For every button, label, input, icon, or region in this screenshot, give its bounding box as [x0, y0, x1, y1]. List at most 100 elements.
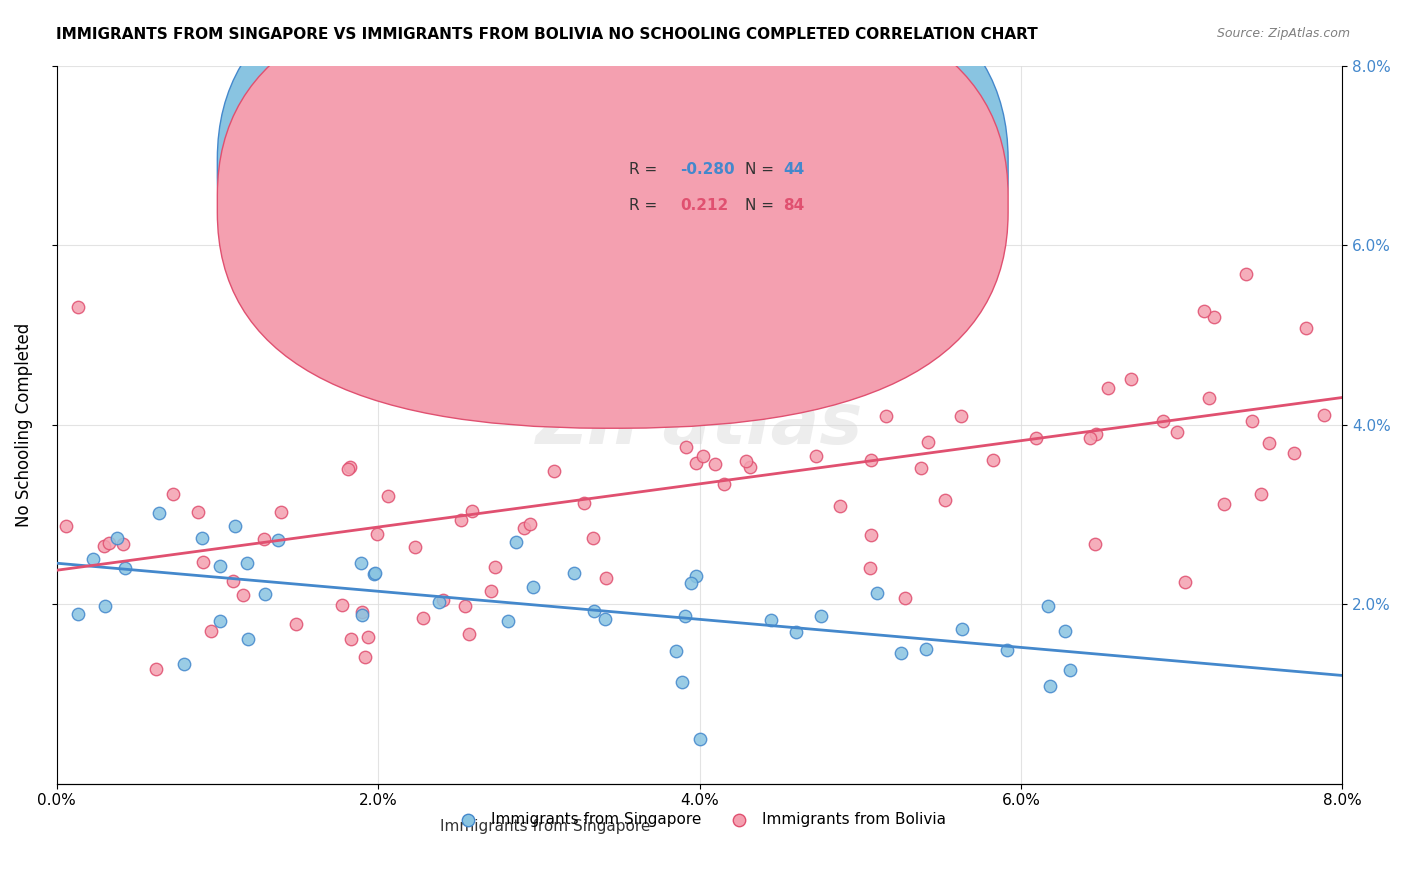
Point — [1258, 435, 1281, 450]
Point — [934, 492, 956, 507]
Point — [450, 513, 472, 527]
Text: R =  0.212  N = 84: R = 0.212 N = 84 — [628, 198, 773, 213]
Point — [860, 453, 883, 467]
Point — [1202, 310, 1225, 324]
Point — [222, 574, 245, 589]
Point — [82, 552, 104, 566]
Point — [1097, 381, 1119, 395]
Point — [734, 454, 756, 468]
Point — [761, 614, 783, 628]
Point — [350, 607, 373, 622]
Point — [681, 576, 703, 591]
Point — [685, 569, 707, 583]
Point — [404, 541, 426, 555]
Point — [673, 609, 696, 624]
Point — [254, 587, 277, 601]
Point — [689, 731, 711, 746]
Text: R =: R = — [628, 162, 662, 178]
Point — [377, 489, 399, 503]
Point — [607, 130, 630, 145]
Point — [336, 462, 359, 476]
Point — [66, 300, 89, 314]
Point — [461, 503, 484, 517]
Point — [890, 646, 912, 660]
Point — [543, 464, 565, 478]
Point — [432, 593, 454, 607]
Point — [339, 460, 361, 475]
Point — [1174, 574, 1197, 589]
Point — [1084, 426, 1107, 441]
Point — [699, 405, 721, 419]
Point — [427, 595, 450, 609]
Point — [191, 531, 214, 545]
Point — [270, 505, 292, 519]
Text: N =: N = — [745, 198, 779, 213]
Point — [1039, 679, 1062, 693]
Point — [1282, 446, 1305, 460]
Point — [1313, 408, 1336, 422]
Point — [675, 441, 697, 455]
Point — [830, 499, 852, 513]
Text: 84: 84 — [783, 198, 804, 213]
Point — [267, 533, 290, 547]
Point — [713, 477, 735, 491]
Point — [162, 487, 184, 501]
Point — [562, 566, 585, 581]
Point — [145, 662, 167, 676]
Text: 0.212: 0.212 — [681, 198, 728, 213]
Point — [253, 533, 276, 547]
Text: R = -0.280  N = 44: R = -0.280 N = 44 — [628, 162, 773, 178]
Point — [224, 518, 246, 533]
Point — [1084, 537, 1107, 551]
Point — [366, 526, 388, 541]
Point — [664, 644, 686, 658]
Point — [352, 605, 374, 619]
Y-axis label: No Schooling Completed: No Schooling Completed — [15, 323, 32, 527]
Point — [950, 622, 973, 636]
Point — [340, 632, 363, 646]
Point — [357, 631, 380, 645]
Point — [330, 599, 353, 613]
Legend: Immigrants from Singapore, Immigrants from Bolivia: Immigrants from Singapore, Immigrants fr… — [447, 806, 952, 833]
Point — [173, 657, 195, 671]
Point — [1059, 663, 1081, 677]
Point — [1025, 431, 1047, 445]
Point — [894, 591, 917, 605]
Point — [1295, 321, 1317, 335]
Point — [859, 561, 882, 575]
Point — [353, 650, 375, 665]
Point — [479, 584, 502, 599]
Text: ZIPatlas: ZIPatlas — [536, 390, 863, 459]
Point — [1166, 425, 1188, 439]
Point — [582, 604, 605, 618]
Point — [187, 505, 209, 519]
Point — [1240, 414, 1263, 428]
Point — [866, 586, 889, 600]
Point — [1054, 624, 1077, 638]
Point — [200, 624, 222, 639]
Text: Immigrants from Singapore: Immigrants from Singapore — [440, 819, 651, 834]
Point — [1078, 431, 1101, 445]
Point — [806, 449, 828, 463]
Point — [238, 632, 260, 646]
Text: IMMIGRANTS FROM SINGAPORE VS IMMIGRANTS FROM BOLIVIA NO SCHOOLING COMPLETED CORR: IMMIGRANTS FROM SINGAPORE VS IMMIGRANTS … — [56, 27, 1038, 42]
Point — [685, 456, 707, 470]
Point — [595, 571, 617, 585]
Point — [496, 615, 519, 629]
Point — [582, 531, 605, 545]
Point — [105, 531, 128, 545]
Text: 44: 44 — [783, 162, 804, 178]
Point — [785, 625, 807, 640]
FancyBboxPatch shape — [218, 0, 1008, 392]
Point — [738, 460, 761, 475]
Point — [94, 599, 117, 614]
Point — [1036, 599, 1059, 614]
Point — [148, 506, 170, 520]
Point — [364, 566, 387, 580]
Point — [702, 362, 724, 376]
FancyBboxPatch shape — [218, 0, 1008, 428]
Text: Source: ZipAtlas.com: Source: ZipAtlas.com — [1216, 27, 1350, 40]
Point — [522, 580, 544, 594]
Point — [915, 641, 938, 656]
Point — [1119, 371, 1142, 385]
